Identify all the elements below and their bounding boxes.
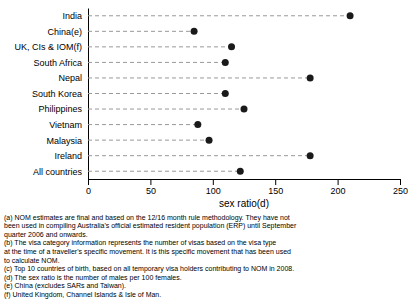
- dot: [191, 28, 198, 35]
- y-tick: China(e): [47, 27, 82, 37]
- x-tick-mark: [150, 179, 151, 185]
- x-tick-label: 100: [206, 186, 221, 196]
- chart: 0 50 100 150 200 250 India China(e) UK, CIs & IO…: [0, 0, 416, 302]
- stem-line: [88, 31, 194, 32]
- dot: [237, 168, 244, 175]
- x-tick-mark: [88, 179, 89, 185]
- y-tick-label: China(e): [47, 27, 82, 37]
- x-axis-line: [89, 180, 401, 186]
- y-tick-label: Ireland: [54, 151, 82, 161]
- y-tick-label: Vietnam: [49, 120, 82, 130]
- dot: [222, 59, 229, 66]
- stem-line: [88, 109, 244, 110]
- footnote: to calculate NOM.: [4, 257, 60, 264]
- stem-line: [88, 140, 209, 141]
- y-tick: South Africa: [33, 58, 82, 68]
- stem-line: [88, 155, 310, 156]
- y-tick-label: All countries: [33, 167, 83, 177]
- dot: [228, 43, 235, 50]
- x-tick: 250: [393, 179, 408, 196]
- footnotes: (a) NOM estimates are final and based on…: [4, 214, 297, 299]
- stem-line: [88, 93, 225, 94]
- footnote: (a) NOM estimates are final and based on…: [4, 214, 290, 222]
- y-tick: India: [62, 11, 82, 21]
- stem-line: [88, 62, 225, 63]
- y-axis: India China(e) UK, CIs & IOM(f) South Afric…: [15, 9, 89, 180]
- y-tick-label: Nepal: [58, 73, 82, 83]
- stem-line: [88, 46, 232, 47]
- y-tick-label: India: [62, 11, 82, 21]
- x-tick-label: 200: [331, 186, 346, 196]
- y-tick: UK, CIs & IOM(f): [15, 42, 83, 52]
- x-tick-label: 50: [146, 186, 156, 196]
- stem-line: [88, 77, 310, 78]
- dot: [194, 121, 201, 128]
- x-tick-label: 150: [268, 186, 283, 196]
- y-tick: All countries: [33, 167, 83, 177]
- y-tick: Philippines: [38, 104, 82, 114]
- x-axis-title: sex ratio(d): [219, 198, 269, 209]
- y-tick-label: Philippines: [38, 104, 82, 114]
- x-tick: 200: [331, 179, 346, 196]
- stem-line: [88, 15, 350, 16]
- y-tick: Nepal: [58, 73, 82, 83]
- x-tick-mark: [400, 179, 401, 185]
- x-axis: 0 50 100 150 200 250: [86, 179, 408, 196]
- footnote: (f) United Kingdom, Channel Islands & Is…: [4, 291, 161, 299]
- y-tick-label: UK, CIs & IOM(f): [15, 42, 83, 52]
- x-tick: 150: [268, 179, 283, 196]
- footnote: been used in compiling Australia's offic…: [4, 222, 297, 230]
- x-tick-mark: [275, 179, 276, 185]
- y-tick: Malaysia: [46, 136, 82, 146]
- stem-line: [88, 171, 240, 172]
- stem-line: [88, 124, 198, 125]
- x-tick: 0: [86, 179, 91, 196]
- dot: [241, 106, 248, 113]
- y-tick-label: South Africa: [33, 58, 82, 68]
- dot: [206, 137, 213, 144]
- y-tick: Vietnam: [49, 120, 82, 130]
- dot: [307, 74, 314, 81]
- dot: [222, 90, 229, 97]
- footnote: (b) The visa category information repres…: [4, 239, 276, 247]
- x-tick-label: 0: [86, 186, 91, 196]
- x-tick-mark: [338, 179, 339, 185]
- footnote: quarter 2006 and onwards.: [4, 231, 88, 239]
- y-tick: South Korea: [32, 89, 82, 99]
- x-tick: 50: [146, 179, 156, 196]
- y-tick: Ireland: [54, 151, 82, 161]
- plot-area: [88, 12, 354, 174]
- dot: [307, 152, 314, 159]
- footnote: (d) The sex ratio is the number of males…: [4, 274, 182, 282]
- x-tick-label: 250: [393, 186, 408, 196]
- dot: [347, 12, 354, 19]
- y-tick-label: South Korea: [32, 89, 82, 99]
- x-tick-mark: [213, 179, 214, 185]
- x-tick: 100: [206, 179, 221, 196]
- y-tick-label: Malaysia: [46, 136, 82, 146]
- footnote: (c) Top 10 countries of birth, based on …: [4, 265, 294, 273]
- footnote: (e) China (excludes SARs and Taiwan).: [4, 282, 126, 290]
- footnote: at the time of a traveller's specific mo…: [4, 248, 291, 256]
